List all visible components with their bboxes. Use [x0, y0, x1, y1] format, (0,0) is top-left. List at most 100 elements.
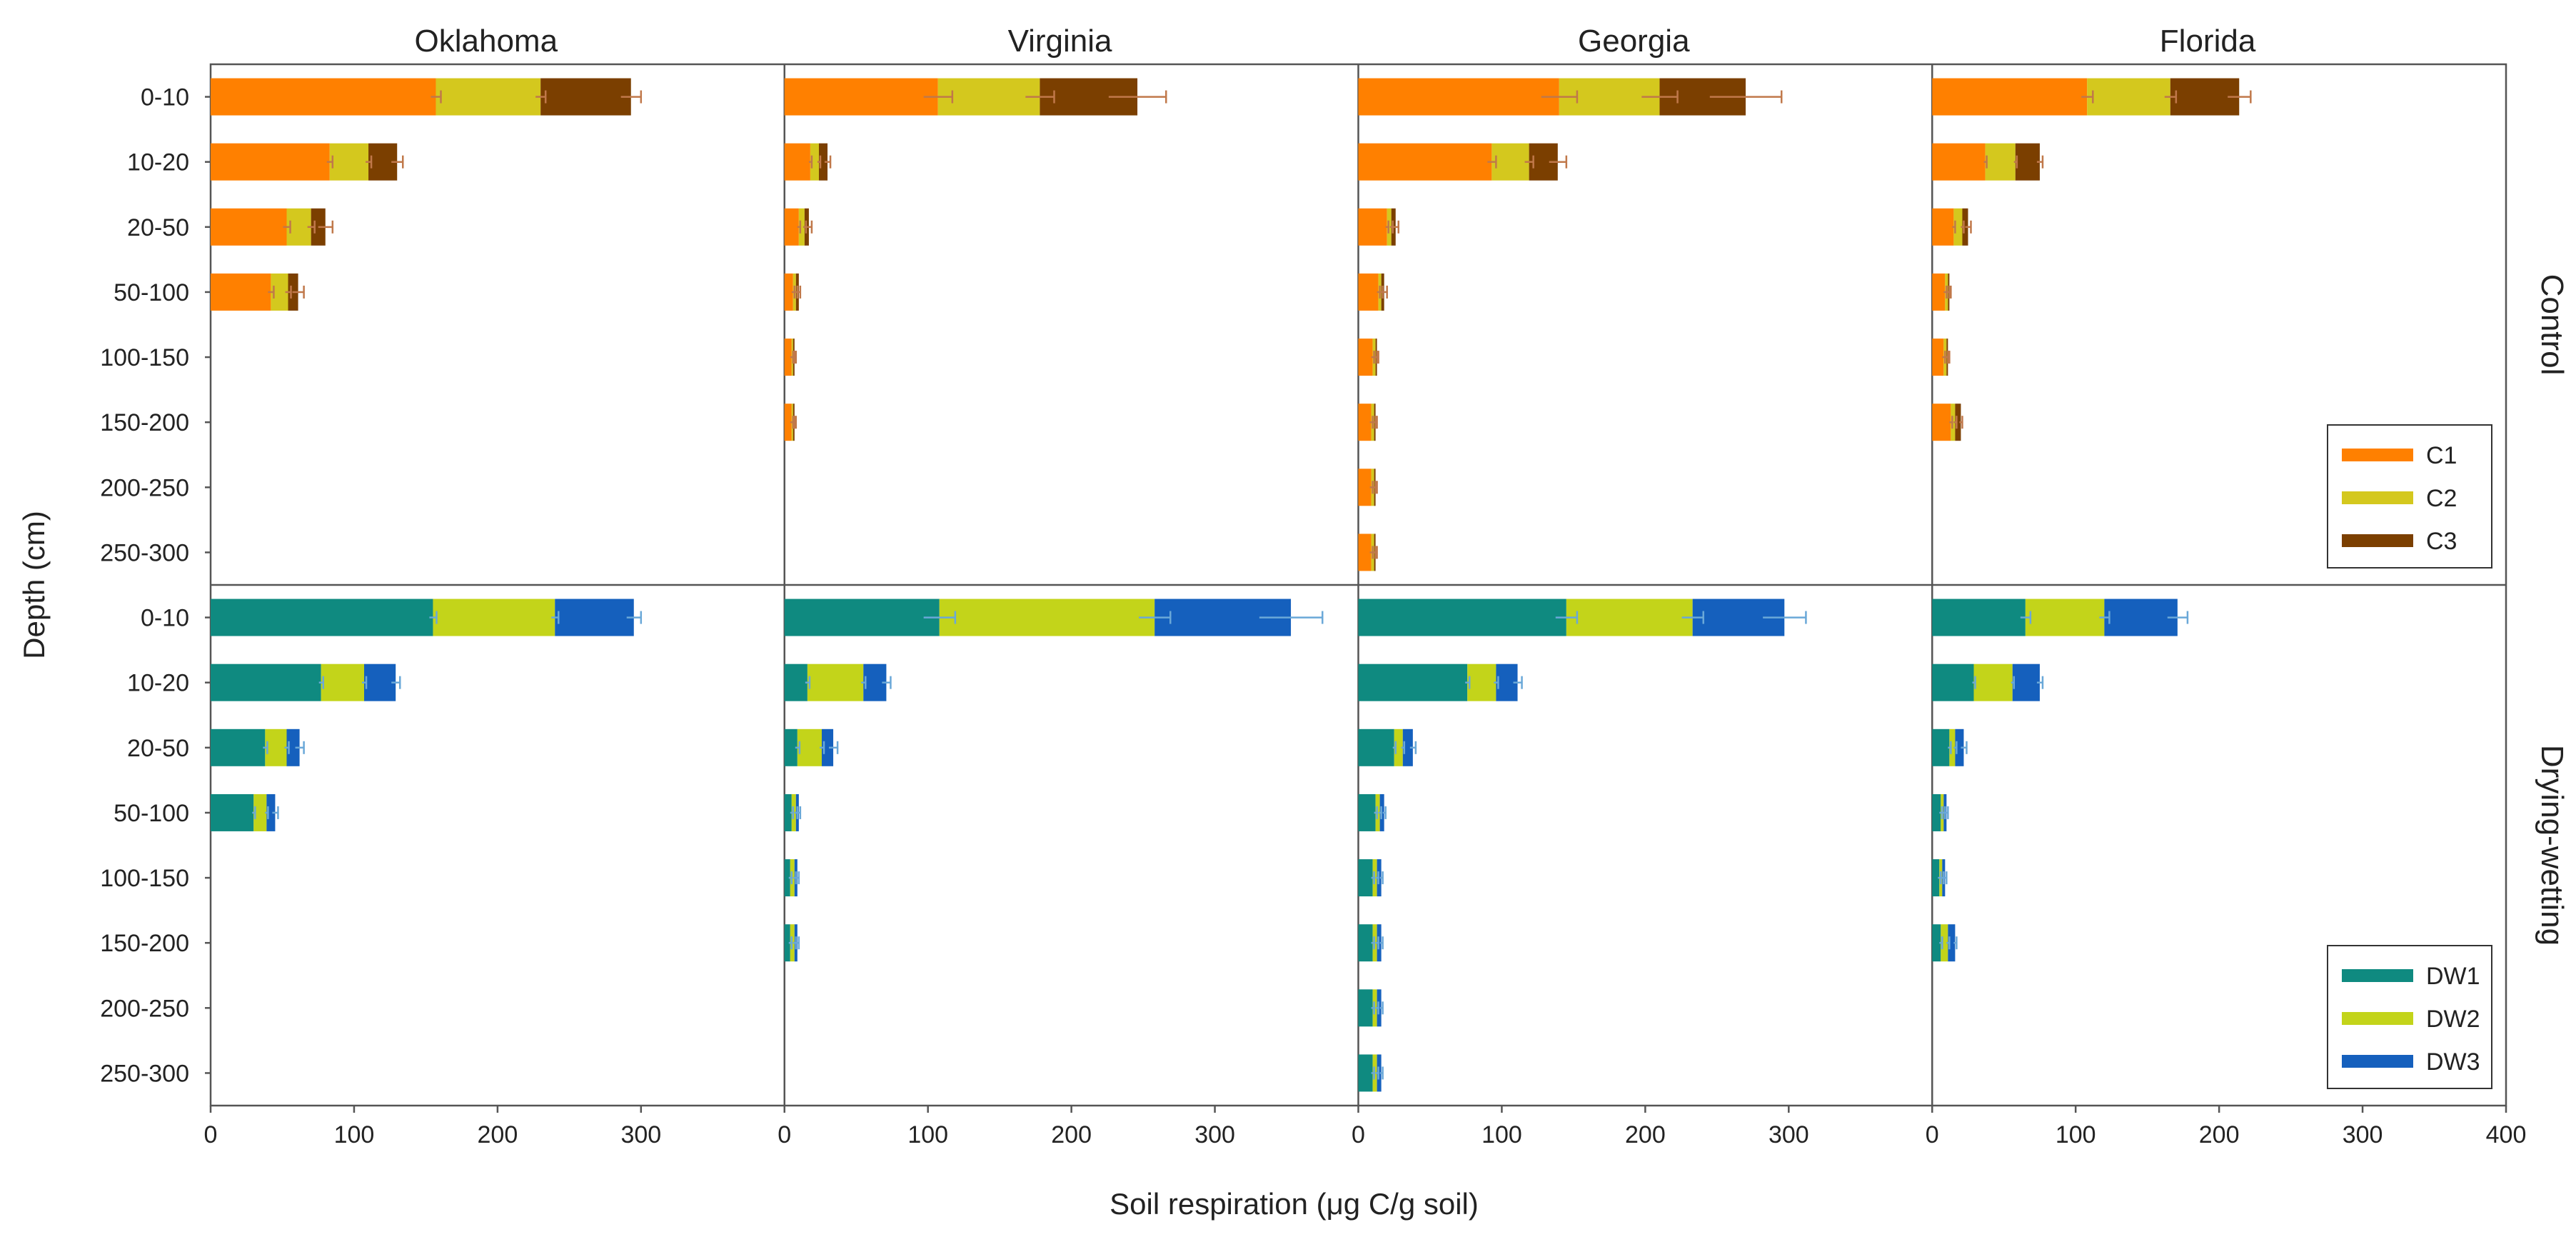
x-tick-label: 300 — [2343, 1121, 2383, 1148]
site-title: Oklahoma — [415, 24, 558, 59]
bar-segment-c1 — [784, 143, 810, 181]
y-tick-label: 250-300 — [100, 539, 189, 566]
bar-segment-dw1 — [1358, 728, 1394, 766]
x-tick-label: 100 — [907, 1121, 948, 1148]
bar-segment-dw2 — [265, 728, 287, 766]
y-tick-label: 50-100 — [114, 279, 189, 306]
legend-swatch-dw1 — [2342, 969, 2413, 982]
bar-segment-c1 — [784, 78, 938, 116]
bar-segment-dw3 — [266, 793, 276, 831]
site-title: Virginia — [1008, 24, 1112, 59]
bar-segment-dw2 — [1394, 728, 1403, 766]
bar-segment-c1 — [1358, 208, 1387, 246]
bar-segment-dw3 — [821, 728, 834, 766]
y-tick-label: 0-10 — [141, 605, 189, 632]
bar-segment-c1 — [1932, 404, 1951, 441]
legend-label: C2 — [2426, 485, 2457, 512]
x-tick-label: 400 — [2486, 1121, 2527, 1148]
bar-segment-dw3 — [1402, 728, 1413, 766]
bar-segment-c1 — [784, 339, 792, 376]
bar-segment-c1 — [1358, 469, 1372, 506]
bar-segment-dw1 — [784, 924, 790, 962]
legend-swatch-c2 — [2342, 491, 2413, 504]
bar-segment-dw1 — [1932, 599, 2026, 636]
bar-segment-c2 — [2087, 78, 2170, 116]
bar-segment-dw2 — [939, 599, 1155, 636]
y-tick-label: 100-150 — [100, 865, 189, 892]
bar-segment-c2 — [1953, 208, 1963, 246]
x-axis-title: Soil respiration (μg C/g soil) — [1110, 1187, 1479, 1221]
x-tick-label: 100 — [1481, 1121, 1522, 1148]
bar-segment-dw1 — [1932, 728, 1950, 766]
x-tick-label: 0 — [204, 1121, 218, 1148]
y-tick-label: 20-50 — [127, 735, 189, 762]
frame-layer — [205, 63, 2507, 1113]
bar-segment-dw2 — [321, 663, 365, 701]
bar-segment-c2 — [436, 78, 541, 116]
y-tick-label: 150-200 — [100, 930, 189, 957]
legend-label: C1 — [2426, 442, 2457, 469]
site-title: Georgia — [1578, 24, 1690, 59]
bar-segment-c1 — [1358, 404, 1372, 441]
bar-segment-dw1 — [784, 599, 940, 636]
bar-segment-dw1 — [211, 728, 266, 766]
bar-segment-c1 — [1932, 273, 1946, 311]
bar-segment-c3 — [1955, 404, 1961, 441]
x-tick-label: 200 — [1051, 1121, 1092, 1148]
x-tick-label: 200 — [1625, 1121, 1666, 1148]
bar-segment-c1 — [1358, 534, 1372, 571]
bar-segment-dw2 — [797, 728, 822, 766]
bar-segment-dw3 — [2104, 599, 2178, 636]
bar-segment-dw3 — [1948, 924, 1956, 962]
bar-segment-c1 — [784, 273, 793, 311]
bar-segment-dw1 — [1358, 1054, 1373, 1092]
bar-segment-dw2 — [1973, 663, 2013, 701]
y-tick-label: 10-20 — [127, 670, 189, 697]
bar-segment-c1 — [211, 273, 271, 311]
bar-segment-dw1 — [1932, 793, 1941, 831]
bar-segment-dw1 — [784, 793, 792, 831]
bar-segment-dw2 — [1949, 728, 1956, 766]
bar-segment-dw3 — [555, 599, 634, 636]
bar-segment-dw2 — [253, 793, 267, 831]
bar-segment-dw1 — [1932, 663, 1974, 701]
bar-segment-c1 — [1358, 78, 1559, 116]
bar-segment-c1 — [211, 208, 287, 246]
y-tick-label: 150-200 — [100, 409, 189, 436]
legend-swatch-c3 — [2342, 534, 2413, 547]
bar-segment-dw1 — [211, 599, 433, 636]
legends-layer: C1 C2 C3 DW1 DW2 DW3 — [2327, 424, 2492, 1089]
x-tick-label: 0 — [1926, 1121, 1939, 1148]
bar-segment-dw1 — [1358, 793, 1376, 831]
x-tick-label: 0 — [778, 1121, 791, 1148]
bar-segment-dw2 — [807, 663, 864, 701]
bar-segment-c1 — [1358, 273, 1379, 311]
bar-segment-c1 — [1932, 143, 1986, 181]
bar-segment-c1 — [211, 78, 436, 116]
bar-segment-dw1 — [784, 859, 790, 897]
bar-segment-dw3 — [364, 663, 396, 701]
legend-label: DW2 — [2426, 1006, 2480, 1033]
y-tick-label: 100-150 — [100, 344, 189, 371]
bar-segment-dw1 — [1358, 859, 1373, 897]
bar-segment-c1 — [784, 208, 799, 246]
legend-label: DW3 — [2426, 1048, 2480, 1076]
legend-label: DW1 — [2426, 963, 2480, 990]
row-label: Control — [2535, 274, 2570, 376]
bar-segment-c2 — [798, 208, 805, 246]
bar-segment-dw2 — [1467, 663, 1496, 701]
bar-segment-c1 — [1358, 339, 1373, 376]
bar-segment-c3 — [540, 78, 631, 116]
bar-segment-c1 — [1932, 339, 1944, 376]
legend-swatch-c1 — [2342, 449, 2413, 461]
bar-segment-c2 — [1985, 143, 2016, 181]
bar-segment-c2 — [329, 143, 369, 181]
bar-segment-c1 — [211, 143, 330, 181]
x-tick-label: 200 — [2199, 1121, 2240, 1148]
bar-segment-dw3 — [1955, 728, 1964, 766]
y-tick-label: 200-250 — [100, 474, 189, 501]
y-tick-label: 250-300 — [100, 1060, 189, 1087]
labels-layer: Oklahoma Virginia Georgia Florida 0-10 10-20 2… — [17, 24, 2570, 1221]
bar-segment-dw1 — [1358, 989, 1373, 1027]
